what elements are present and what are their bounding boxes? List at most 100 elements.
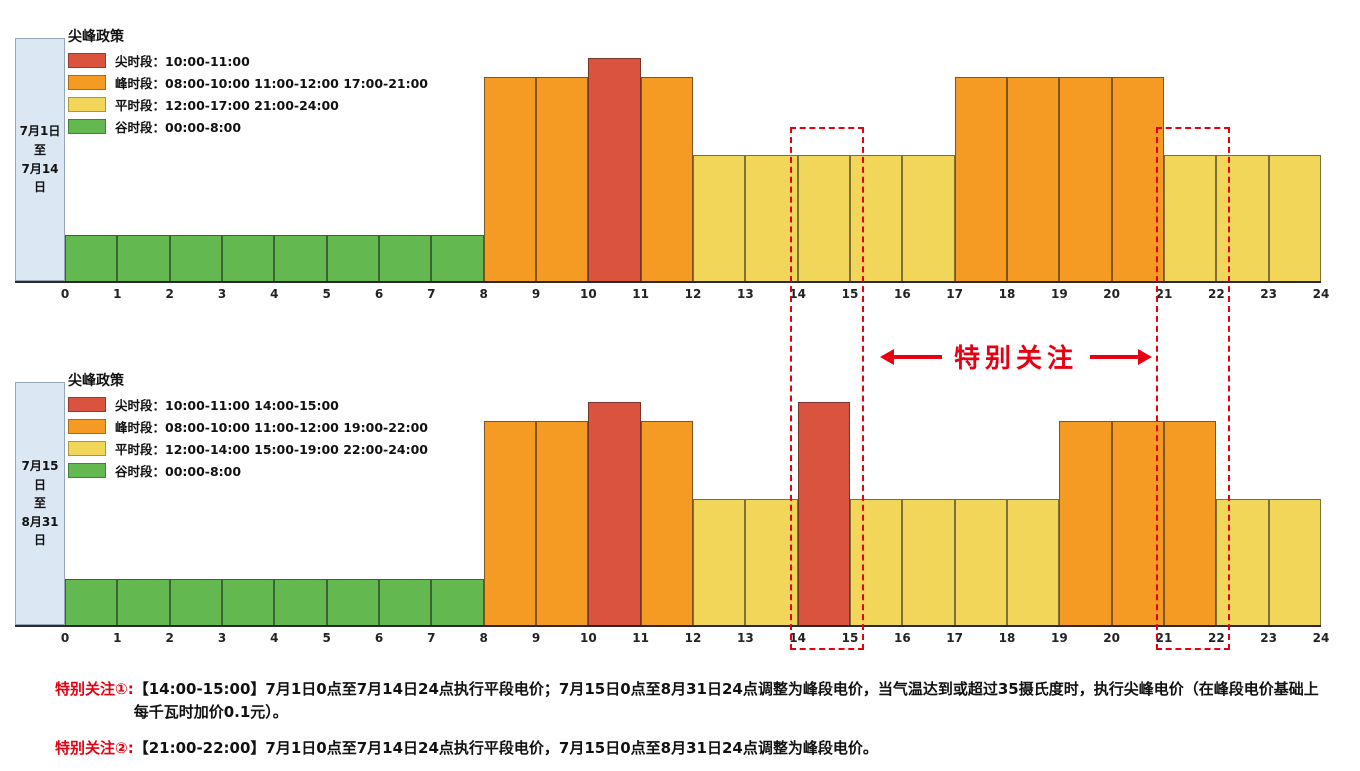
note-2-text: 【21:00-22:00】7月1日0点至7月14日24点执行平段电价，7月15日… (133, 739, 878, 757)
hour-16-flat-bar (902, 155, 955, 281)
hour-21-flat-bar (1163, 155, 1217, 281)
legend-item-peak: 峰时段：08:00-10:00 11:00-12:00 19:00-22:00 (68, 419, 429, 435)
note-1-label: 特别关注①: (55, 680, 134, 698)
hour-21-peak-bar (1163, 421, 1217, 625)
x-tick-19: 19 (1050, 631, 1068, 645)
x-tick-18: 18 (998, 631, 1016, 645)
x-tick-16: 16 (893, 287, 911, 301)
hour-22-flat-bar (1216, 155, 1269, 281)
x-tick-3: 3 (217, 287, 227, 301)
flat-color-swatch (68, 441, 106, 456)
hour-22-flat-bar (1216, 499, 1269, 625)
x-tick-14: 14 (789, 631, 807, 645)
legend-item-flat: 平时段：12:00-17:00 21:00-24:00 (68, 97, 428, 113)
x-tick-20: 20 (1103, 631, 1121, 645)
x-tick-7: 7 (427, 287, 436, 301)
hour-19-peak-bar (1059, 77, 1112, 281)
hour-20-peak-bar (1111, 421, 1164, 625)
x-tick-9: 9 (531, 287, 541, 301)
x-tick-21: 21 (1155, 287, 1173, 301)
x-tick-1: 1 (113, 631, 122, 645)
x-tick-8: 8 (479, 631, 488, 645)
peak-color-swatch (68, 75, 106, 90)
hour-10-sharp-bar (588, 58, 641, 281)
hour-5-valley-bar (326, 579, 379, 625)
hour-15-flat-bar (849, 155, 903, 281)
period-label-top: 7月1日 至 7月14日 (15, 38, 65, 281)
hour-0-valley-bar (65, 579, 118, 625)
legend-title-top: 尖峰政策 (68, 29, 124, 45)
x-tick-5: 5 (322, 631, 331, 645)
x-axis-bottom (15, 625, 1321, 627)
hour-11-peak-bar (640, 77, 693, 281)
hour-2-valley-bar (169, 235, 222, 281)
hour-10-sharp-bar (588, 402, 641, 625)
hour-18-peak-bar (1006, 77, 1060, 281)
x-tick-4: 4 (270, 287, 279, 301)
x-tick-22: 22 (1207, 287, 1225, 301)
legend-item-flat: 平时段：12:00-14:00 15:00-19:00 22:00-24:00 (68, 441, 428, 457)
x-tick-23: 23 (1260, 631, 1278, 645)
left-arrow-icon (880, 348, 894, 365)
x-tick-0: 0 (60, 631, 70, 645)
hour-20-peak-bar (1111, 77, 1164, 281)
plot-bottom (65, 402, 1321, 625)
x-tick-24: 24 (1312, 287, 1330, 301)
hour-16-flat-bar (902, 499, 955, 625)
hour-7-valley-bar (431, 579, 484, 625)
hour-4-valley-bar (274, 235, 327, 281)
x-tick-8: 8 (479, 287, 488, 301)
hour-23-flat-bar (1268, 155, 1321, 281)
hour-8-peak-bar (483, 421, 536, 625)
sharp-color-swatch (68, 397, 106, 412)
valley-color-swatch (68, 463, 106, 478)
x-tick-15: 15 (841, 287, 859, 301)
x-tick-22: 22 (1207, 631, 1225, 645)
hour-8-peak-bar (483, 77, 536, 281)
x-tick-2: 2 (165, 631, 174, 645)
hour-3-valley-bar (221, 579, 275, 625)
hour-12-flat-bar (692, 499, 746, 625)
valley-color-swatch (68, 119, 106, 134)
x-tick-13: 13 (736, 631, 754, 645)
x-tick-3: 3 (217, 631, 227, 645)
right-arrow-icon (1138, 348, 1153, 365)
right-arrow-shaft (1090, 354, 1139, 359)
hour-11-peak-bar (640, 421, 693, 625)
x-axis-labels-top: 0 1 2 3 4 5 6 7 8 9 10 11 12 13 14 15 16 17 18 19 20 21 22 23 24 (61, 287, 1330, 303)
hour-13-flat-bar (745, 499, 798, 625)
x-tick-16: 16 (893, 631, 911, 645)
special-attention-callout: 特别关注 (880, 338, 1153, 375)
note-2-label: 特别关注②: (55, 739, 134, 757)
x-tick-10: 10 (579, 631, 597, 645)
hour-6-valley-bar (378, 235, 432, 281)
x-tick-1: 1 (113, 287, 122, 301)
x-tick-19: 19 (1050, 287, 1068, 301)
x-tick-10: 10 (579, 287, 597, 301)
x-tick-2: 2 (165, 287, 174, 301)
hour-12-flat-bar (692, 155, 746, 281)
legend-label-peak: 峰时段：08:00-10:00 11:00-12:00 19:00-22:00 (115, 420, 429, 435)
x-axis-top (15, 281, 1321, 283)
x-tick-11: 11 (632, 287, 650, 301)
x-tick-15: 15 (841, 631, 859, 645)
note-1-text: 【14:00-15:00】7月1日0点至7月14日24点执行平段电价；7月15日… (133, 680, 1319, 721)
hour-14-sharp-bar (797, 402, 850, 625)
hour-18-flat-bar (1006, 499, 1060, 625)
legend-label-valley: 谷时段：00:00-8:00 (115, 464, 242, 479)
left-arrow-shaft (894, 354, 942, 359)
note-1: 特别关注①: 【14:00-15:00】7月1日0点至7月14日24点执行平段电… (55, 678, 1325, 723)
x-tick-24: 24 (1312, 631, 1330, 645)
x-tick-13: 13 (736, 287, 754, 301)
legend-item-peak: 峰时段：08:00-10:00 11:00-12:00 17:00-21:00 (68, 75, 428, 91)
hour-7-valley-bar (431, 235, 484, 281)
hour-3-valley-bar (221, 235, 275, 281)
x-tick-7: 7 (427, 631, 436, 645)
x-axis-labels-bottom: 0 1 2 3 4 5 6 7 8 9 10 11 12 13 14 15 16 17 18 19 20 21 22 23 24 (61, 631, 1330, 647)
highlight-box-14-15 (789, 127, 864, 650)
hour-5-valley-bar (326, 235, 379, 281)
x-tick-9: 9 (531, 631, 541, 645)
legend-item-valley: 谷时段：00:00-8:00 (68, 119, 428, 135)
legend-label-sharp: 尖时段：10:00-11:00 (115, 54, 250, 69)
sharp-color-swatch (68, 53, 106, 68)
